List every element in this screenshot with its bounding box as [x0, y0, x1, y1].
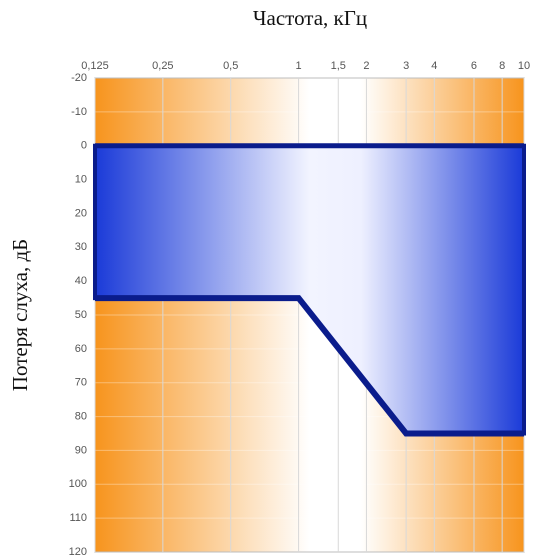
x-tick-label: 2 — [363, 60, 369, 72]
y-tick-label: 40 — [75, 275, 87, 287]
x-tick-label: 0,5 — [223, 60, 238, 72]
y-axis-title: Потеря слуха, дБ — [8, 239, 32, 391]
x-tick-label: 8 — [499, 60, 505, 72]
y-tick-label: 10 — [75, 173, 87, 185]
x-tick-label: 0,25 — [152, 60, 173, 72]
y-tick-label: 50 — [75, 309, 87, 321]
y-tick-label: 70 — [75, 377, 87, 389]
x-tick-label: 6 — [471, 60, 477, 72]
y-tick-label: 0 — [81, 140, 87, 152]
y-tick-label: 30 — [75, 241, 87, 253]
y-tick-label: -20 — [71, 72, 87, 84]
y-tick-label: 20 — [75, 207, 87, 219]
y-tick-label: 110 — [69, 512, 87, 524]
y-tick-label: 90 — [75, 444, 87, 456]
x-tick-label: 1,5 — [331, 60, 346, 72]
x-tick-label: 3 — [403, 60, 409, 72]
lower-boundary — [95, 295, 524, 437]
y-tick-label: 80 — [75, 410, 87, 422]
x-tick-label: 1 — [296, 60, 302, 72]
y-tick-label: 120 — [69, 546, 87, 558]
y-tick-label: -10 — [71, 106, 87, 118]
y-tick-label: 100 — [69, 478, 87, 490]
x-axis-title: Частота, кГц — [253, 6, 367, 30]
y-tick-label: 60 — [75, 343, 87, 355]
x-tick-label: 4 — [431, 60, 437, 72]
x-tick-label: 10 — [518, 60, 530, 72]
x-tick-label: 0,125 — [81, 60, 109, 72]
